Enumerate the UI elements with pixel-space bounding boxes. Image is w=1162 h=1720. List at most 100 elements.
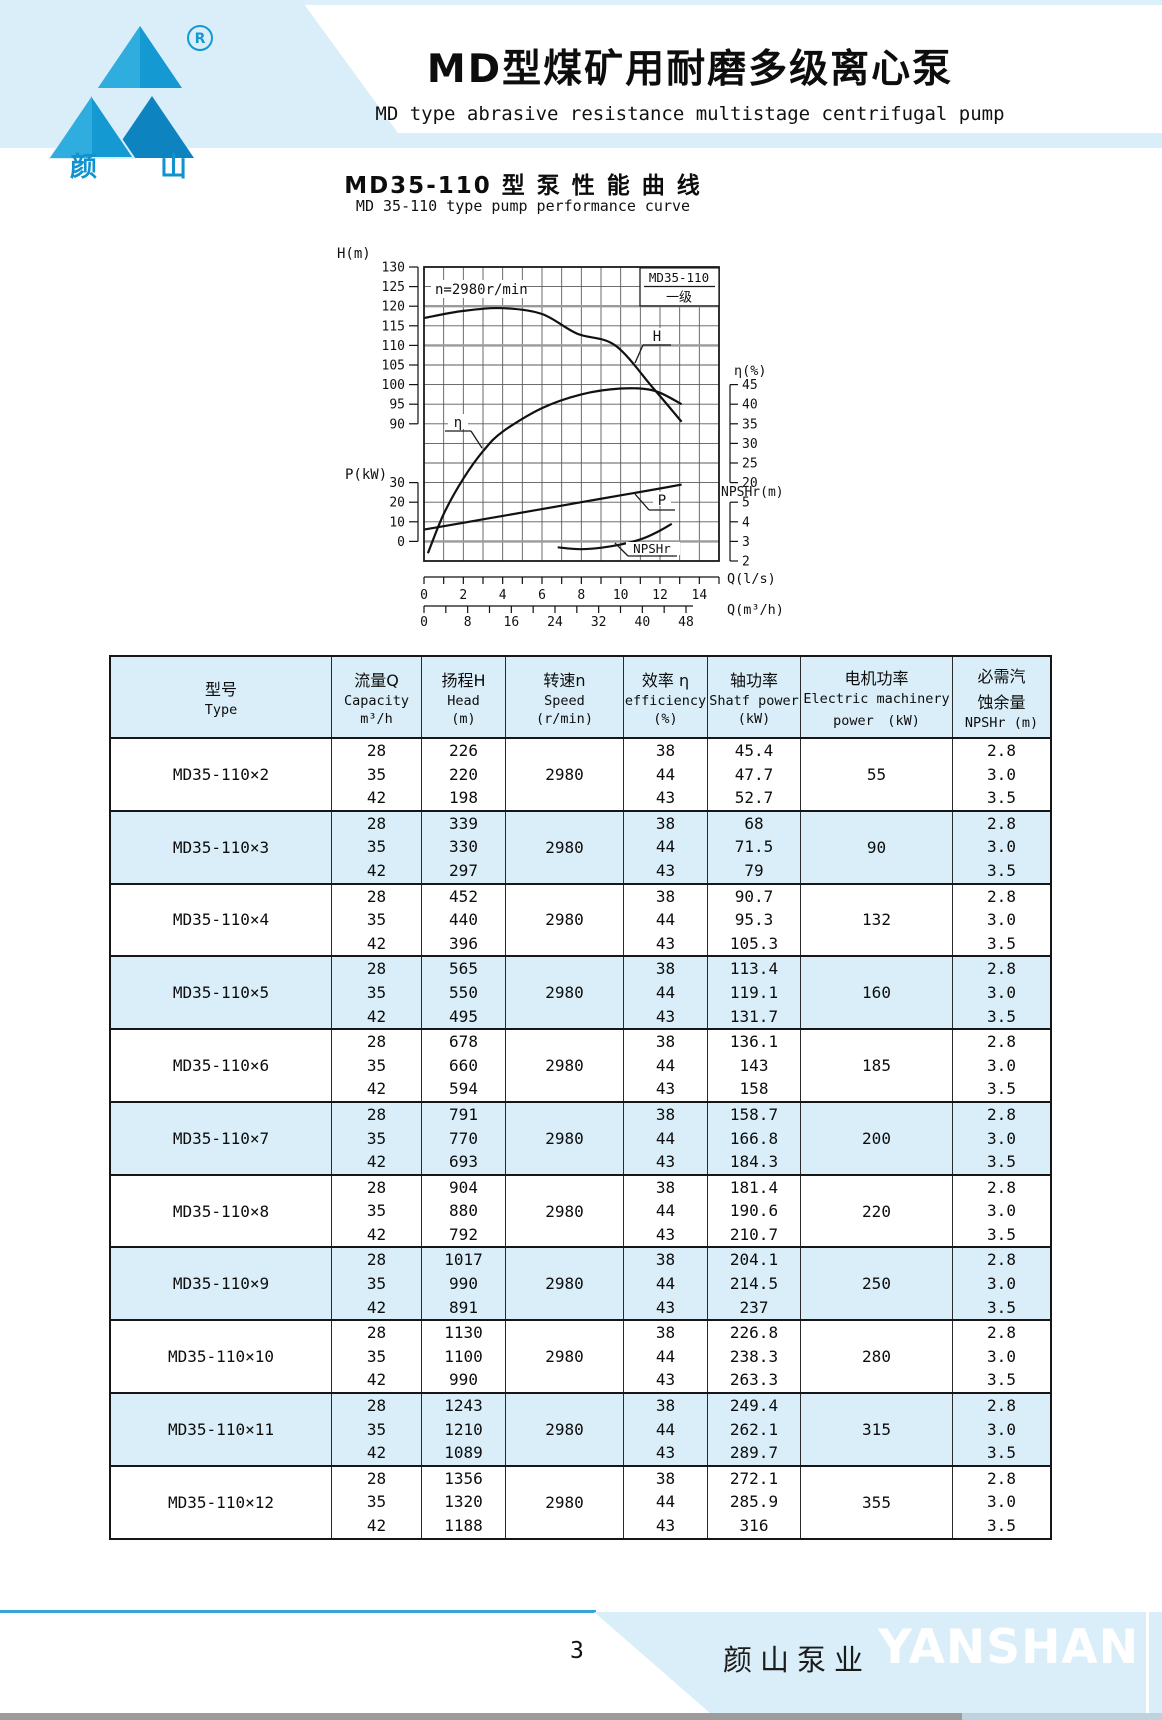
capacity-header-cn: 流量Q (354, 671, 399, 690)
cell-efficiency: 38 44 43 (624, 1394, 708, 1465)
capacity-value: 28 (366, 959, 387, 979)
shaft_power-value: 204.1 (729, 1250, 779, 1270)
shaft_power-value: 47.7 (734, 764, 774, 784)
npshr-value: 2.8 (987, 741, 1016, 760)
capacity-value: 42 (366, 1006, 387, 1026)
efficiency-value: 43 (655, 933, 676, 953)
page-number: 3 (570, 1638, 584, 1664)
speed-value: 2980 (545, 1056, 584, 1076)
efficiency-value: 44 (655, 982, 676, 1002)
cell-head: 904 880 792 (422, 1175, 506, 1247)
shaft_power-value: 143 (739, 1055, 769, 1075)
col-header-shaft-power: 轴功率 Shatf power (kW) (708, 657, 801, 737)
shaft_power-value: 79 (744, 860, 764, 880)
cell-model: MD35-110×9 (111, 1248, 332, 1320)
cell-efficiency: 38 44 43 (624, 1321, 708, 1393)
head-value: 565 (449, 959, 478, 979)
efficiency-value: 38 (655, 1104, 676, 1124)
eff-header-cn: 效率 η (641, 671, 690, 690)
axis-tick-label: 24 (547, 615, 563, 630)
shaft_power-value: 52.7 (734, 788, 774, 808)
head-value: 1210 (444, 1419, 483, 1439)
head-header-cn: 扬程H (441, 671, 486, 690)
footer-white-divider (1146, 1597, 1149, 1720)
axis-tick-label: 35 (742, 417, 758, 432)
efficiency-value: 44 (655, 1274, 676, 1294)
col-header-speed: 转速n Speed (r/min) (506, 657, 624, 737)
model-value: MD35-110×2 (172, 764, 270, 784)
chart-title-en: MD 35-110 type pump performance curve (355, 197, 691, 215)
axis-tick-label: 40 (742, 398, 758, 413)
axis-tick-label: 110 (382, 339, 405, 354)
type-header-en: Type (204, 702, 238, 718)
head-value: 1320 (444, 1492, 483, 1512)
axis-tick-label: 48 (678, 615, 694, 630)
head-value: 330 (449, 837, 478, 857)
cell-shaft_power: 272.1 285.9 316 (708, 1466, 801, 1538)
capacity-value: 35 (366, 1055, 387, 1075)
cell-head: 1130 1100 990 (422, 1321, 506, 1393)
bottom-gray-bar-left (0, 1713, 962, 1720)
head-value: 880 (449, 1201, 478, 1221)
efficiency-value: 43 (655, 1370, 676, 1390)
table-group-MD35-110×8: MD35-110×8 28 35 42 904 880 792 2980 38 44 43 181.4… (111, 1175, 1050, 1249)
logo-char-2: 山 (160, 152, 187, 183)
axis-tick-label: 8 (577, 588, 585, 603)
speed-header-cn: 转速n (543, 671, 586, 690)
cell-head: 565 550 495 (422, 957, 506, 1029)
npshr-value: 3.5 (987, 1079, 1016, 1099)
cell-motor_power: 90 (801, 811, 953, 883)
cell-capacity: 28 35 42 (332, 884, 422, 956)
head-value: 678 (449, 1032, 478, 1052)
table-group-MD35-110×7: MD35-110×7 28 35 42 791 770 693 2980 38 44 43 158.7… (111, 1102, 1050, 1176)
shaft_power-value: 95.3 (734, 910, 774, 930)
shaft_power-value: 190.6 (729, 1201, 779, 1221)
capacity-value: 28 (366, 886, 387, 906)
axis-tick-label: 100 (382, 378, 405, 393)
capacity-header-unit: m³/h (360, 711, 393, 727)
efficiency-value: 38 (655, 886, 676, 906)
model-value: MD35-110×6 (172, 1056, 270, 1076)
capacity-value: 35 (366, 1128, 387, 1148)
cell-shaft_power: 45.4 47.7 52.7 (708, 739, 801, 810)
efficiency-value: 38 (655, 1032, 676, 1052)
capacity-value: 42 (366, 1297, 387, 1317)
motor-header-cn: 电机功率 (844, 669, 909, 688)
cell-shaft_power: 136.1 143 158 (708, 1030, 801, 1101)
head-value: 990 (449, 1274, 478, 1294)
axis-tick-label: 25 (742, 457, 758, 472)
cell-capacity: 28 35 42 (332, 957, 422, 1029)
cell-speed: 2980 (506, 739, 624, 810)
capacity-value: 28 (366, 1177, 387, 1197)
table-group-MD35-110×4: MD35-110×4 28 35 42 452 440 396 2980 38 44 43 90.7 9… (111, 884, 1050, 958)
axis-tick-label: 2 (742, 555, 750, 570)
efficiency-value: 43 (655, 1152, 676, 1172)
npshr-value: 3.5 (987, 860, 1016, 880)
cell-head: 1356 1320 1188 (422, 1466, 506, 1538)
cell-efficiency: 38 44 43 (624, 957, 708, 1029)
col-header-type: 型号 Type (111, 657, 332, 737)
shaft_power-value: 181.4 (729, 1177, 779, 1197)
motor-header-unit: power (kW) (833, 713, 920, 729)
efficiency-value: 44 (655, 764, 676, 784)
axis-tick-label: 0 (420, 615, 428, 630)
efficiency-value: 38 (655, 1177, 676, 1197)
motor_power-value: 160 (862, 983, 891, 1003)
axis-tick-label: 3 (742, 535, 750, 550)
efficiency-value: 38 (655, 813, 676, 833)
cell-efficiency: 38 44 43 (624, 1030, 708, 1101)
npshr-header-unit: NPSHr (m) (964, 715, 1039, 731)
axis-tick-label: 20 (742, 476, 758, 491)
motor_power-value: 315 (862, 1419, 891, 1439)
cell-model: MD35-110×5 (111, 957, 332, 1029)
head-value: 990 (449, 1370, 478, 1390)
efficiency-value: 38 (655, 1323, 676, 1343)
shaft_power-value: 226.8 (729, 1323, 779, 1343)
logo-triangle-left-highlight (50, 96, 92, 158)
cell-capacity: 28 35 42 (332, 739, 422, 810)
speed-header-en: Speed (544, 693, 585, 709)
table-group-MD35-110×9: MD35-110×9 28 35 42 1017 990 891 2980 38 44 43 204.… (111, 1248, 1050, 1322)
col-header-efficiency: 效率 η efficiency (%) (624, 657, 708, 737)
shaft-header-en: Shatf power (709, 693, 799, 709)
head-value: 226 (449, 741, 478, 760)
